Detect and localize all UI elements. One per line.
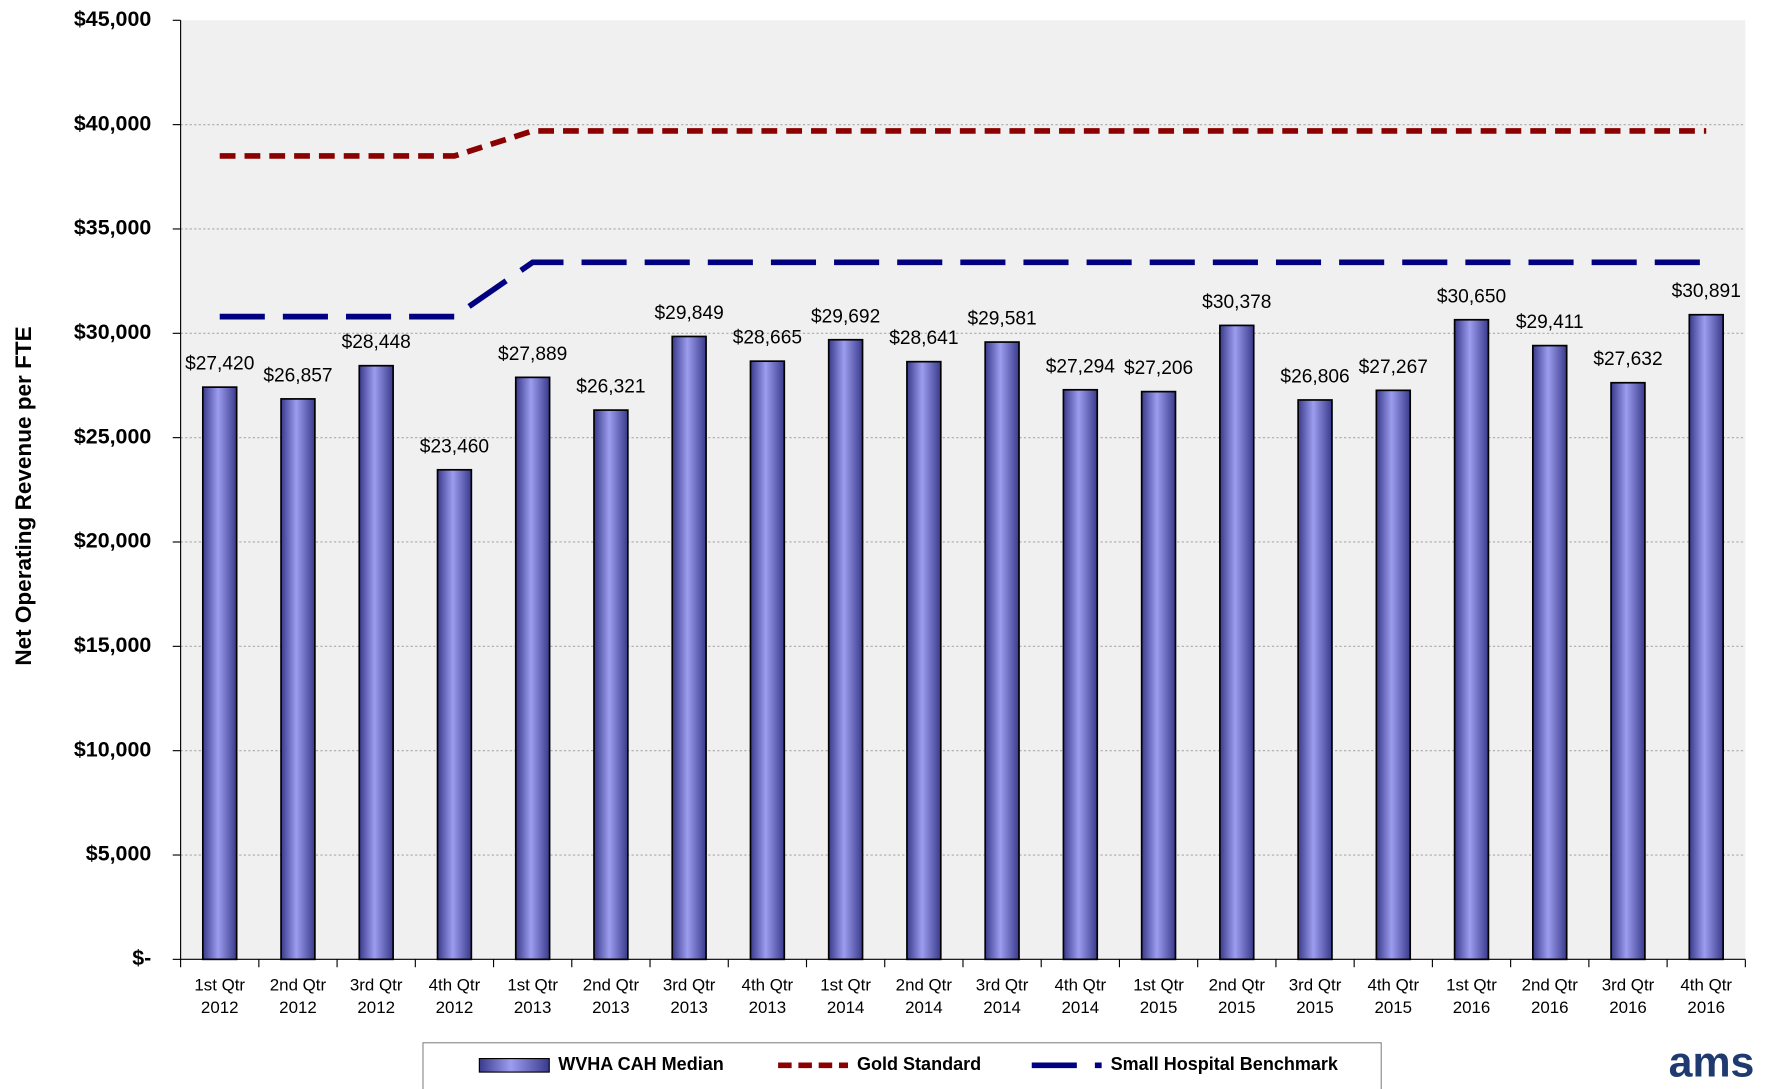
bar [436,468,473,961]
x-tick-label: 3rd Qtr 2012 [350,976,403,1018]
data-label: $27,889 [498,344,567,365]
bar [1531,344,1568,961]
y-tick-label: $10,000 [74,737,151,761]
bar [201,386,238,961]
data-label: $30,650 [1437,286,1506,307]
x-tick-label: 2nd Qtr 2016 [1522,976,1579,1018]
data-label: $29,692 [811,306,880,327]
x-tick-label: 4th Qtr 2014 [1055,976,1107,1018]
y-tick-label: $15,000 [74,633,151,657]
y-tick-label: $5,000 [86,842,152,866]
data-label: $28,665 [733,328,802,349]
data-label: $27,206 [1124,358,1193,379]
legend-label: Small Hospital Benchmark [1111,1054,1339,1074]
bar [1610,381,1646,961]
bar [984,341,1020,961]
x-tick-label: 1st Qtr 2013 [507,976,558,1018]
logo: ams [1669,1039,1755,1087]
bar [358,364,394,961]
x-tick-label: 3rd Qtr 2015 [1289,976,1342,1018]
x-tick-label: 4th Qtr 2016 [1680,976,1732,1018]
data-label: $27,632 [1593,349,1662,370]
data-label: $29,411 [1516,312,1584,333]
data-label: $27,294 [1046,356,1116,377]
bar [280,398,316,961]
y-axis-label: Net Operating Revenue per FTE [11,326,36,665]
y-tick-label: $25,000 [74,424,151,448]
bar [906,360,942,961]
x-tick-label: 4th Qtr 2012 [429,976,481,1018]
legend-label: Gold Standard [857,1054,981,1074]
y-tick-label: $45,000 [74,7,151,31]
data-label: $28,448 [342,332,411,353]
legend [422,1042,1382,1089]
bar [1062,388,1099,961]
x-tick-label: 3rd Qtr 2016 [1602,976,1655,1018]
y-tick-label: $- [132,946,151,970]
bar [1140,390,1177,961]
line [219,259,1707,320]
bar [827,338,864,961]
y-tick-label: $35,000 [74,216,151,240]
y-tick-label: $40,000 [74,111,151,135]
bar [1375,389,1412,961]
data-label: $29,849 [655,303,724,324]
x-tick-label: 3rd Qtr 2014 [976,976,1029,1018]
legend-swatch [478,1057,550,1073]
data-label: $30,891 [1672,281,1741,302]
bar [1688,313,1724,961]
x-tick-label: 1st Qtr 2014 [820,976,871,1018]
bar [593,409,629,961]
x-tick-label: 3rd Qtr 2013 [663,976,716,1018]
data-label: $28,641 [889,328,958,349]
bar [749,360,786,961]
x-tick-label: 1st Qtr 2016 [1446,976,1497,1018]
bar [1219,324,1255,961]
bar [1453,318,1490,961]
bar [1297,399,1333,961]
x-tick-label: 2nd Qtr 2013 [583,976,640,1018]
bar [671,335,707,961]
x-tick-label: 2nd Qtr 2012 [270,976,327,1018]
data-label: $26,857 [263,365,332,386]
legend-label: WVHA CAH Median [558,1054,723,1074]
x-tick-label: 2nd Qtr 2015 [1209,976,1266,1018]
data-label: $26,321 [576,377,645,398]
data-label: $26,806 [1280,366,1349,387]
data-label: $23,460 [420,436,489,457]
line [219,128,1707,159]
data-label: $27,420 [185,354,254,375]
bar [514,376,551,961]
x-tick-label: 1st Qtr 2012 [194,976,245,1018]
x-tick-label: 4th Qtr 2015 [1367,976,1419,1018]
y-tick-label: $30,000 [74,320,151,344]
data-label: $30,378 [1202,292,1271,313]
x-tick-label: 4th Qtr 2013 [742,976,794,1018]
data-label: $29,581 [967,309,1036,330]
x-tick-label: 2nd Qtr 2014 [896,976,953,1018]
x-tick-label: 1st Qtr 2015 [1133,976,1184,1018]
y-tick-label: $20,000 [74,529,151,553]
plot-area [180,20,1746,960]
data-label: $27,267 [1359,357,1428,378]
